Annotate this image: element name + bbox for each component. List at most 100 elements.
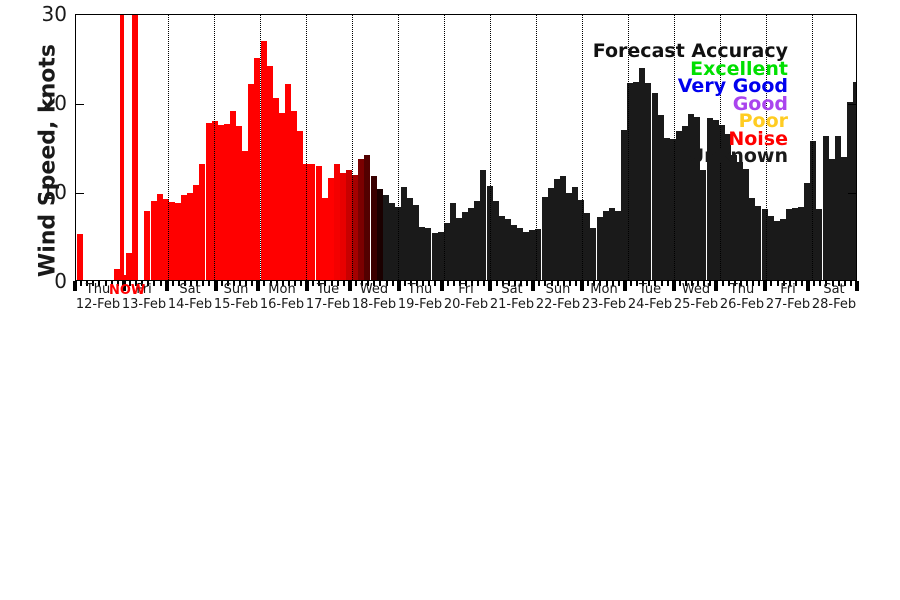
day-separator-tick bbox=[855, 281, 859, 291]
gridline bbox=[398, 15, 399, 280]
minor-tick bbox=[196, 281, 199, 286]
minor-tick bbox=[147, 281, 150, 286]
bar bbox=[382, 194, 389, 280]
minor-tick bbox=[245, 281, 248, 286]
minor-tick bbox=[831, 281, 834, 286]
bar bbox=[394, 207, 401, 280]
bar-series bbox=[76, 15, 856, 280]
bar bbox=[590, 228, 597, 280]
minor-tick bbox=[703, 281, 706, 286]
x-axis-day-label: Mon 23-Feb bbox=[581, 282, 627, 312]
gridline bbox=[352, 15, 353, 280]
x-label-weekday: Tue bbox=[316, 282, 340, 297]
bar bbox=[358, 158, 365, 280]
minor-tick bbox=[801, 281, 804, 286]
x-label-date: 22-Feb bbox=[535, 297, 581, 312]
minor-tick bbox=[819, 281, 822, 286]
x-label-weekday: Sat bbox=[501, 282, 523, 297]
minor-tick bbox=[629, 281, 632, 286]
minor-tick bbox=[513, 281, 516, 286]
bar bbox=[181, 195, 188, 280]
bar bbox=[236, 126, 243, 280]
bar bbox=[828, 158, 835, 280]
bar bbox=[266, 66, 273, 280]
bar bbox=[291, 110, 298, 280]
bar bbox=[541, 197, 548, 280]
legend-item-very-good: Very Good bbox=[677, 75, 788, 97]
bar bbox=[700, 169, 707, 280]
bar bbox=[779, 218, 786, 280]
minor-tick bbox=[562, 281, 565, 286]
minor-tick bbox=[300, 281, 303, 286]
gridline bbox=[490, 15, 491, 280]
bar bbox=[150, 200, 157, 280]
bar bbox=[547, 188, 554, 280]
bar bbox=[785, 208, 792, 280]
minor-tick bbox=[153, 281, 156, 286]
bar bbox=[260, 41, 267, 280]
day-separator-tick bbox=[806, 281, 811, 291]
x-label-date: 15-Feb bbox=[213, 297, 259, 312]
minor-tick bbox=[654, 281, 657, 286]
bar bbox=[706, 118, 713, 280]
minor-tick bbox=[507, 281, 510, 286]
bar bbox=[804, 183, 811, 280]
x-axis-day-label: Sun 15-Feb bbox=[213, 282, 259, 312]
bar bbox=[223, 124, 230, 280]
minor-tick bbox=[526, 281, 529, 286]
minor-tick bbox=[758, 281, 761, 286]
bar bbox=[724, 134, 731, 280]
minor-tick bbox=[825, 281, 828, 286]
minor-tick bbox=[171, 281, 174, 286]
bar bbox=[730, 155, 737, 280]
minor-tick bbox=[220, 281, 223, 286]
day-separator-tick bbox=[488, 281, 493, 291]
x-label-date: 21-Feb bbox=[489, 297, 535, 312]
minor-tick bbox=[739, 281, 742, 286]
x-label-weekday: Wed bbox=[359, 282, 389, 297]
x-label-weekday: Sun bbox=[223, 282, 249, 297]
gridline bbox=[582, 15, 583, 280]
minor-tick bbox=[666, 281, 669, 286]
bar bbox=[504, 219, 511, 280]
y-tick-mark-right bbox=[848, 104, 856, 105]
x-label-weekday: Mon bbox=[268, 282, 296, 297]
bar bbox=[187, 192, 194, 280]
x-label-weekday: Fri bbox=[458, 282, 474, 297]
minor-tick bbox=[477, 281, 480, 286]
minor-tick bbox=[727, 281, 730, 286]
bar bbox=[737, 161, 744, 280]
minor-tick bbox=[403, 281, 406, 286]
minor-tick bbox=[794, 281, 797, 286]
gridline bbox=[720, 15, 721, 280]
minor-tick bbox=[770, 281, 773, 286]
minor-tick bbox=[422, 281, 425, 286]
minor-tick bbox=[183, 281, 186, 286]
bar bbox=[205, 123, 212, 280]
bar bbox=[419, 226, 426, 280]
minor-tick bbox=[208, 281, 211, 286]
x-axis-day-label: Fri 20-Feb bbox=[443, 282, 489, 312]
bar bbox=[639, 68, 646, 280]
bar bbox=[168, 201, 175, 280]
bar bbox=[840, 157, 847, 280]
minor-tick bbox=[599, 281, 602, 286]
x-label-weekday: Sat bbox=[823, 282, 845, 297]
bar bbox=[694, 117, 701, 280]
minor-tick bbox=[746, 281, 749, 286]
bar bbox=[486, 185, 493, 280]
day-separator-tick bbox=[763, 281, 768, 291]
minor-tick bbox=[324, 281, 327, 286]
minor-tick bbox=[263, 281, 266, 286]
gridline bbox=[766, 15, 767, 280]
bar bbox=[462, 212, 469, 280]
bar bbox=[627, 83, 634, 280]
minor-tick bbox=[550, 281, 553, 286]
legend-item-unknown: Unknown bbox=[688, 145, 788, 167]
minor-tick bbox=[318, 281, 321, 286]
day-separator-tick bbox=[347, 281, 352, 291]
day-separator-tick bbox=[213, 281, 218, 291]
x-label-weekday: Sun bbox=[545, 282, 571, 297]
legend-item-poor: Poor bbox=[738, 110, 788, 132]
bar bbox=[633, 82, 640, 280]
